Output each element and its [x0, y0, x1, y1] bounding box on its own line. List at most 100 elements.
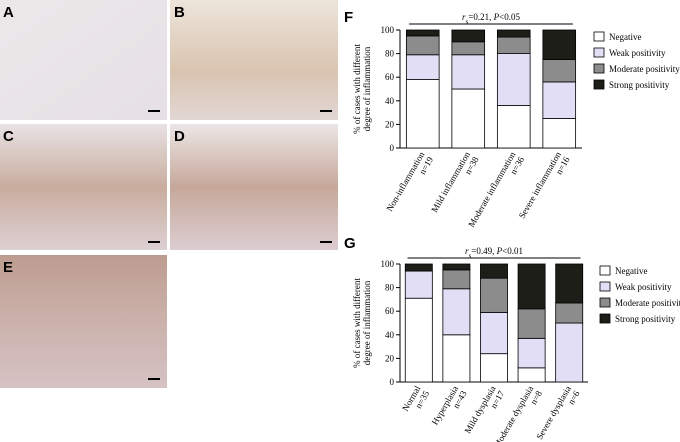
y-axis-label: degree of inflammation — [362, 46, 372, 131]
legend-swatch — [599, 265, 611, 276]
y-tick-label: 0 — [390, 143, 395, 153]
bar-segment — [496, 36, 531, 55]
legend-swatch — [599, 297, 611, 308]
panel-label: C — [3, 128, 14, 145]
x-tick-label: Mild dysplasia — [462, 384, 497, 435]
legend-swatch — [599, 313, 611, 324]
panel-label: D — [174, 128, 185, 145]
annotation-part: <0.05 — [499, 12, 520, 22]
panel-label: E — [3, 259, 13, 276]
bar-segment — [517, 308, 546, 339]
y-tick-label: 100 — [381, 25, 395, 35]
bar-segment — [517, 337, 546, 369]
bar-segment — [442, 288, 471, 336]
y-tick-label: 20 — [385, 119, 395, 129]
annotation-part: =0.21, — [468, 12, 493, 22]
legend-swatch — [593, 63, 605, 74]
annotation-part: P — [493, 12, 500, 22]
micrographs: A B C D E — [0, 0, 338, 388]
y-tick-label: 80 — [385, 283, 395, 293]
legend-label: Strong positivity — [615, 314, 676, 324]
bar-segment — [404, 263, 433, 272]
legend-label: Negative — [609, 32, 641, 42]
bar-segment — [555, 322, 584, 383]
legend-label: Moderate positivity — [615, 298, 680, 308]
y-tick-label: 0 — [390, 377, 395, 387]
annotation-part: <0.01 — [502, 246, 523, 256]
bar-segment — [480, 263, 508, 279]
bar-segment — [555, 302, 584, 324]
annotation-part: r — [462, 12, 466, 22]
bar-segment — [405, 29, 440, 37]
bar-segment — [542, 29, 577, 60]
panel-label: A — [3, 4, 14, 21]
annotation-part: P — [496, 246, 503, 256]
annotation-part: s — [466, 18, 469, 26]
bar-segment — [451, 41, 486, 56]
bar-segment — [496, 53, 531, 106]
annotation: rs=0.49, P<0.01 — [465, 246, 523, 260]
legend-label: Strong positivity — [609, 80, 670, 90]
bar-segment — [451, 29, 486, 43]
bar-segment — [480, 277, 508, 313]
x-tick-label: Mild inflammation — [429, 150, 472, 215]
legend-label: Weak positivity — [609, 48, 666, 58]
bar-segment — [542, 81, 577, 119]
bar-segment — [405, 54, 440, 80]
y-tick-label: 60 — [385, 306, 395, 316]
y-axis-label: degree of inflammation — [362, 280, 372, 365]
bar-segment — [405, 79, 440, 149]
panel-label: G — [344, 235, 356, 252]
bar-segment — [480, 353, 508, 383]
y-axis-label: % of cases with different — [352, 278, 362, 368]
legend-swatch — [593, 79, 605, 90]
bar-segment — [451, 88, 486, 149]
y-tick-label: 100 — [381, 259, 395, 269]
legend-swatch — [599, 281, 611, 292]
bar-segment — [442, 263, 471, 271]
panel-label: F — [344, 9, 353, 26]
micrograph — [170, 124, 338, 250]
micrograph — [0, 124, 167, 250]
bar-segment — [496, 105, 531, 149]
bar-segment — [404, 270, 433, 299]
legend-label: Moderate positivity — [609, 64, 680, 74]
annotation-part: =0.49, — [471, 246, 496, 256]
bar-segment — [405, 35, 440, 56]
annotation: rs=0.21, P<0.05 — [462, 12, 520, 26]
bar-segment — [404, 297, 433, 383]
bar-segment — [442, 269, 471, 290]
y-tick-label: 20 — [385, 353, 395, 363]
y-tick-label: 80 — [385, 49, 395, 59]
bar-segment — [542, 118, 577, 149]
y-tick-label: 40 — [385, 330, 395, 340]
legend-label: Weak positivity — [615, 282, 672, 292]
y-tick-label: 60 — [385, 72, 395, 82]
legend-swatch — [593, 47, 605, 58]
bar-segment — [542, 59, 577, 83]
legend-swatch — [593, 31, 605, 42]
annotation-part: s — [469, 252, 472, 260]
x-tick-label: Non-inflammation — [384, 150, 426, 213]
bar-segment — [442, 334, 471, 383]
bar-segment — [451, 54, 486, 90]
panel-label: B — [174, 4, 185, 21]
bar-segment — [480, 311, 508, 355]
bar-segment — [517, 367, 546, 383]
micrograph — [0, 255, 167, 388]
legend-label: Negative — [615, 266, 647, 276]
bar-segment — [517, 263, 546, 310]
y-tick-label: 40 — [385, 96, 395, 106]
bar-segment — [555, 263, 584, 304]
micrograph — [0, 0, 167, 120]
micrograph — [170, 0, 338, 120]
bar-segment — [496, 29, 531, 38]
y-axis-label: % of cases with different — [352, 44, 362, 134]
annotation-part: r — [465, 246, 469, 256]
